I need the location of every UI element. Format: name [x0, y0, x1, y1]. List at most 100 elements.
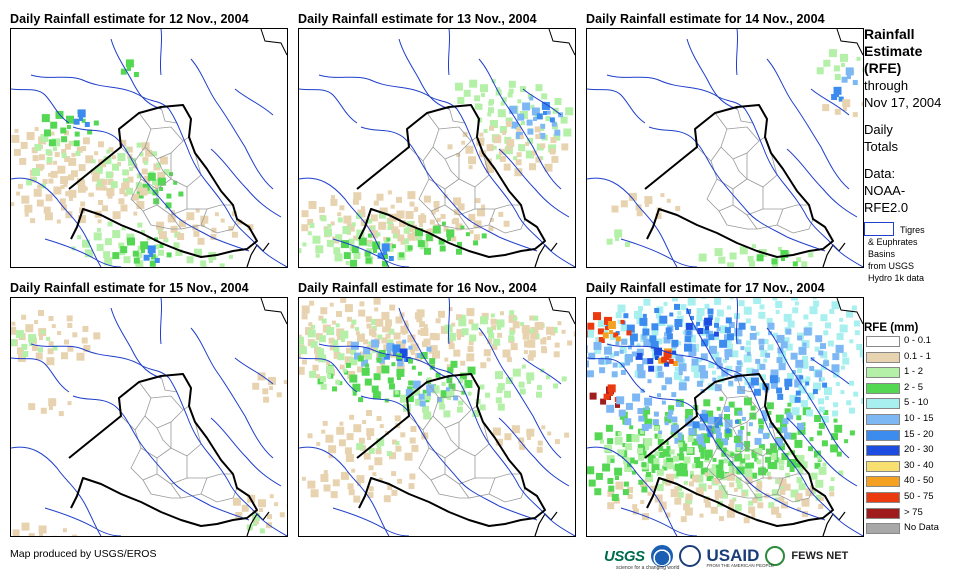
rainfall-cell [642, 328, 650, 336]
rainfall-cell [475, 198, 481, 204]
rainfall-cell [518, 381, 525, 388]
rainfall-cell [509, 310, 515, 316]
rainfall-cell [408, 345, 413, 350]
rainfall-cell [396, 210, 405, 219]
rainfall-cell [745, 318, 751, 324]
rainfall-cell [720, 490, 728, 499]
rainfall-cell [67, 345, 74, 352]
rainfall-cell [841, 76, 848, 83]
rainfall-cell [526, 372, 535, 381]
rainfall-cell [480, 84, 488, 93]
rainfall-map[interactable] [586, 28, 864, 268]
rainfall-cell [344, 447, 352, 455]
rainfall-cell [639, 317, 648, 326]
panel-title: Daily Rainfall estimate for 15 Nov., 200… [10, 281, 249, 295]
rainfall-map[interactable] [298, 297, 576, 537]
rainfall-cell [38, 347, 43, 353]
rainfall-cell [347, 341, 352, 346]
rainfall-cell [159, 244, 164, 249]
rainfall-cell [33, 177, 37, 181]
rainfall-cell [770, 369, 779, 378]
rainfall-cell [716, 470, 725, 479]
rainfall-cell [827, 340, 834, 347]
rainfall-cell [321, 429, 326, 434]
rfe-legend-label: 0 - 0.1 [904, 335, 931, 346]
rainfall-cell [57, 165, 66, 174]
rainfall-cell [699, 513, 704, 518]
rainfall-cell [661, 385, 667, 391]
rainfall-cell [80, 201, 86, 207]
rainfall-cell [553, 133, 561, 141]
rainfall-cell [515, 131, 523, 139]
rainfall-cell [63, 183, 68, 188]
rainfall-cell [391, 244, 396, 249]
rainfall-map[interactable] [10, 28, 288, 268]
rainfall-cell [729, 482, 735, 488]
rainfall-cell [343, 252, 351, 260]
rainfall-cell [79, 117, 83, 121]
rainfall-cell [493, 338, 501, 346]
rainfall-cell [467, 366, 476, 375]
rainfall-cell [135, 182, 142, 189]
rainfall-cell [334, 253, 343, 262]
rainfall-cell [801, 511, 808, 518]
rainfall-cell [473, 240, 479, 246]
rainfall-cell [485, 392, 491, 398]
rainfall-map[interactable] [10, 297, 288, 537]
rainfall-cell [507, 92, 513, 98]
rainfall-cell [696, 315, 703, 322]
rainfall-map[interactable] [586, 297, 864, 537]
rainfall-cell [68, 189, 77, 198]
rainfall-cell [150, 254, 156, 260]
rainfall-cell [796, 477, 803, 484]
basin-legend-line: Tigres [900, 225, 925, 235]
rainfall-layer [606, 49, 863, 267]
rainfall-cell [800, 360, 809, 369]
rainfall-cell [823, 410, 829, 415]
rainfall-cell [127, 237, 135, 246]
rainfall-cell [363, 339, 369, 345]
rainfall-map[interactable] [298, 28, 576, 268]
rainfall-cell [372, 241, 381, 250]
rainfall-cell [409, 201, 415, 207]
rainfall-cell [809, 306, 818, 315]
rainfall-cell [547, 336, 551, 340]
rfe-legend-label: 10 - 15 [904, 412, 934, 424]
rainfall-cell [833, 372, 838, 378]
rainfall-cell [758, 338, 765, 345]
usaid-logo[interactable]: USAID FROM THE AMERICAN PEOPLE [707, 546, 774, 568]
rainfall-cell [118, 198, 125, 205]
rainfall-cell [32, 168, 40, 176]
rainfall-cell [32, 155, 39, 162]
rainfall-cell [833, 86, 842, 95]
rainfall-cell [149, 253, 153, 257]
rainfall-cell [19, 157, 27, 165]
rainfall-cell [337, 353, 345, 361]
rainfall-cell [638, 415, 645, 422]
rfe-legend-label: 40 - 50 [904, 475, 934, 487]
rainfall-cell [389, 304, 396, 311]
fews-net-logo[interactable]: FEWS NET [791, 550, 849, 562]
rainfall-cell [352, 383, 361, 392]
rainfall-cell [495, 438, 503, 446]
rainfall-cell [780, 250, 789, 258]
rainfall-cell [368, 465, 374, 471]
river-basin-line [810, 88, 850, 116]
river-basin-line [332, 238, 410, 267]
rainfall-cell [397, 376, 401, 380]
rainfall-cell [651, 323, 659, 331]
rfe-legend-row: 20 - 30 [864, 443, 964, 459]
rainfall-cell [736, 483, 743, 490]
rainfall-cell [728, 380, 734, 386]
rainfall-cell [376, 416, 382, 421]
noaa-logo[interactable] [650, 545, 673, 567]
usgs-logo[interactable]: USGS science for a changing world [604, 548, 679, 571]
rainfall-cell [801, 261, 808, 267]
rainfall-cell [441, 382, 446, 386]
rainfall-cell [823, 59, 831, 67]
rainfall-cell [137, 245, 143, 251]
rainfall-cell [862, 357, 863, 363]
rainfall-cell [531, 107, 540, 116]
rainfall-cell [652, 419, 659, 426]
rainfall-cell [376, 366, 384, 373]
